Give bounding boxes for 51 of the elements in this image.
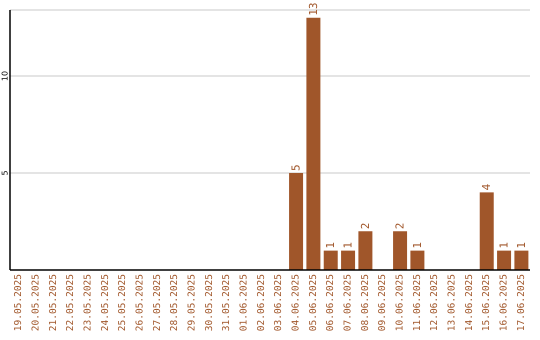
bar — [410, 250, 424, 270]
data-label: 2 — [394, 222, 407, 230]
x-tick-label: 21.05.2025 — [48, 274, 59, 332]
bar — [480, 192, 494, 270]
bar — [324, 250, 338, 270]
x-tick-label: 03.06.2025 — [273, 274, 284, 332]
x-tick-label: 07.06.2025 — [342, 274, 354, 332]
data-label: 1 — [324, 242, 338, 249]
x-tick-label: 26.05.2025 — [134, 274, 146, 332]
bar — [393, 231, 408, 270]
x-tick-label: 06.06.2025 — [325, 274, 336, 332]
y-tick-label: 10 — [0, 70, 10, 82]
bar — [358, 231, 372, 270]
x-tick-label: 24.05.2025 — [100, 274, 111, 332]
data-label: 13 — [306, 2, 320, 16]
x-tick-label: 27.05.2025 — [152, 274, 163, 332]
x-tick-label: 19.05.2025 — [13, 274, 24, 332]
x-tick-label: 11.06.2025 — [412, 274, 423, 332]
bar — [514, 250, 528, 270]
bar — [341, 250, 356, 270]
x-tick-label: 10.06.2025 — [394, 274, 406, 332]
data-label: 1 — [498, 242, 511, 249]
x-tick-label: 04.06.2025 — [290, 274, 302, 332]
x-tick-label: 30.05.2025 — [204, 274, 215, 332]
x-tick-label: 28.05.2025 — [169, 274, 180, 332]
data-label: 1 — [514, 242, 528, 249]
x-tick-label: 13.06.2025 — [446, 274, 458, 332]
x-tick-label: 12.06.2025 — [429, 274, 440, 332]
x-tick-label: 20.05.2025 — [30, 274, 42, 332]
x-tick-label: 02.06.2025 — [256, 274, 267, 332]
bar — [306, 18, 320, 270]
x-tick-label: 09.06.2025 — [377, 274, 388, 332]
data-label: 2 — [358, 222, 372, 230]
x-tick-label: 25.05.2025 — [117, 274, 128, 332]
data-label: 4 — [480, 183, 494, 190]
data-label: 1 — [342, 242, 355, 249]
bar — [497, 250, 512, 270]
x-tick-label: 01.06.2025 — [238, 274, 250, 332]
x-tick-label: 17.06.2025 — [516, 274, 527, 332]
data-label: 1 — [410, 242, 424, 249]
x-tick-label: 31.05.2025 — [221, 274, 232, 332]
x-tick-label: 05.06.2025 — [308, 274, 319, 332]
x-tick-label: 16.06.2025 — [498, 274, 510, 332]
x-tick-label: 22.05.2025 — [65, 274, 76, 332]
x-tick-label: 29.05.2025 — [186, 274, 198, 332]
x-tick-label: 08.06.2025 — [360, 274, 371, 332]
data-label: 5 — [290, 164, 303, 171]
x-tick-label: 14.06.2025 — [464, 274, 475, 332]
x-tick-label: 15.06.2025 — [481, 274, 492, 332]
x-tick-label: 23.05.2025 — [82, 274, 94, 332]
bar — [289, 172, 304, 270]
